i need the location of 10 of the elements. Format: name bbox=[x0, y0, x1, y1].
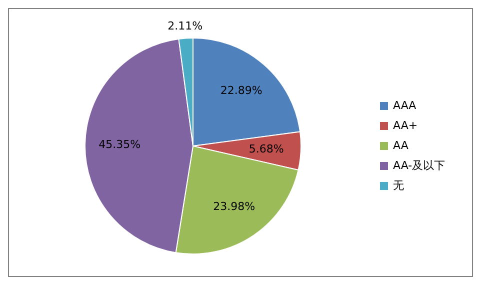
data-label: 5.68% bbox=[248, 142, 284, 156]
legend-label: AA+ bbox=[393, 119, 418, 132]
data-label: 45.35% bbox=[98, 138, 141, 152]
legend-label: AAA bbox=[393, 99, 417, 112]
data-label: 23.98% bbox=[213, 200, 256, 213]
legend-label: AA bbox=[393, 139, 409, 152]
data-label: 2.11% bbox=[168, 19, 203, 32]
data-label: 22.89% bbox=[220, 84, 262, 97]
legend-label: AA-及以下 bbox=[393, 159, 446, 172]
legend-label: 无 bbox=[393, 179, 404, 192]
